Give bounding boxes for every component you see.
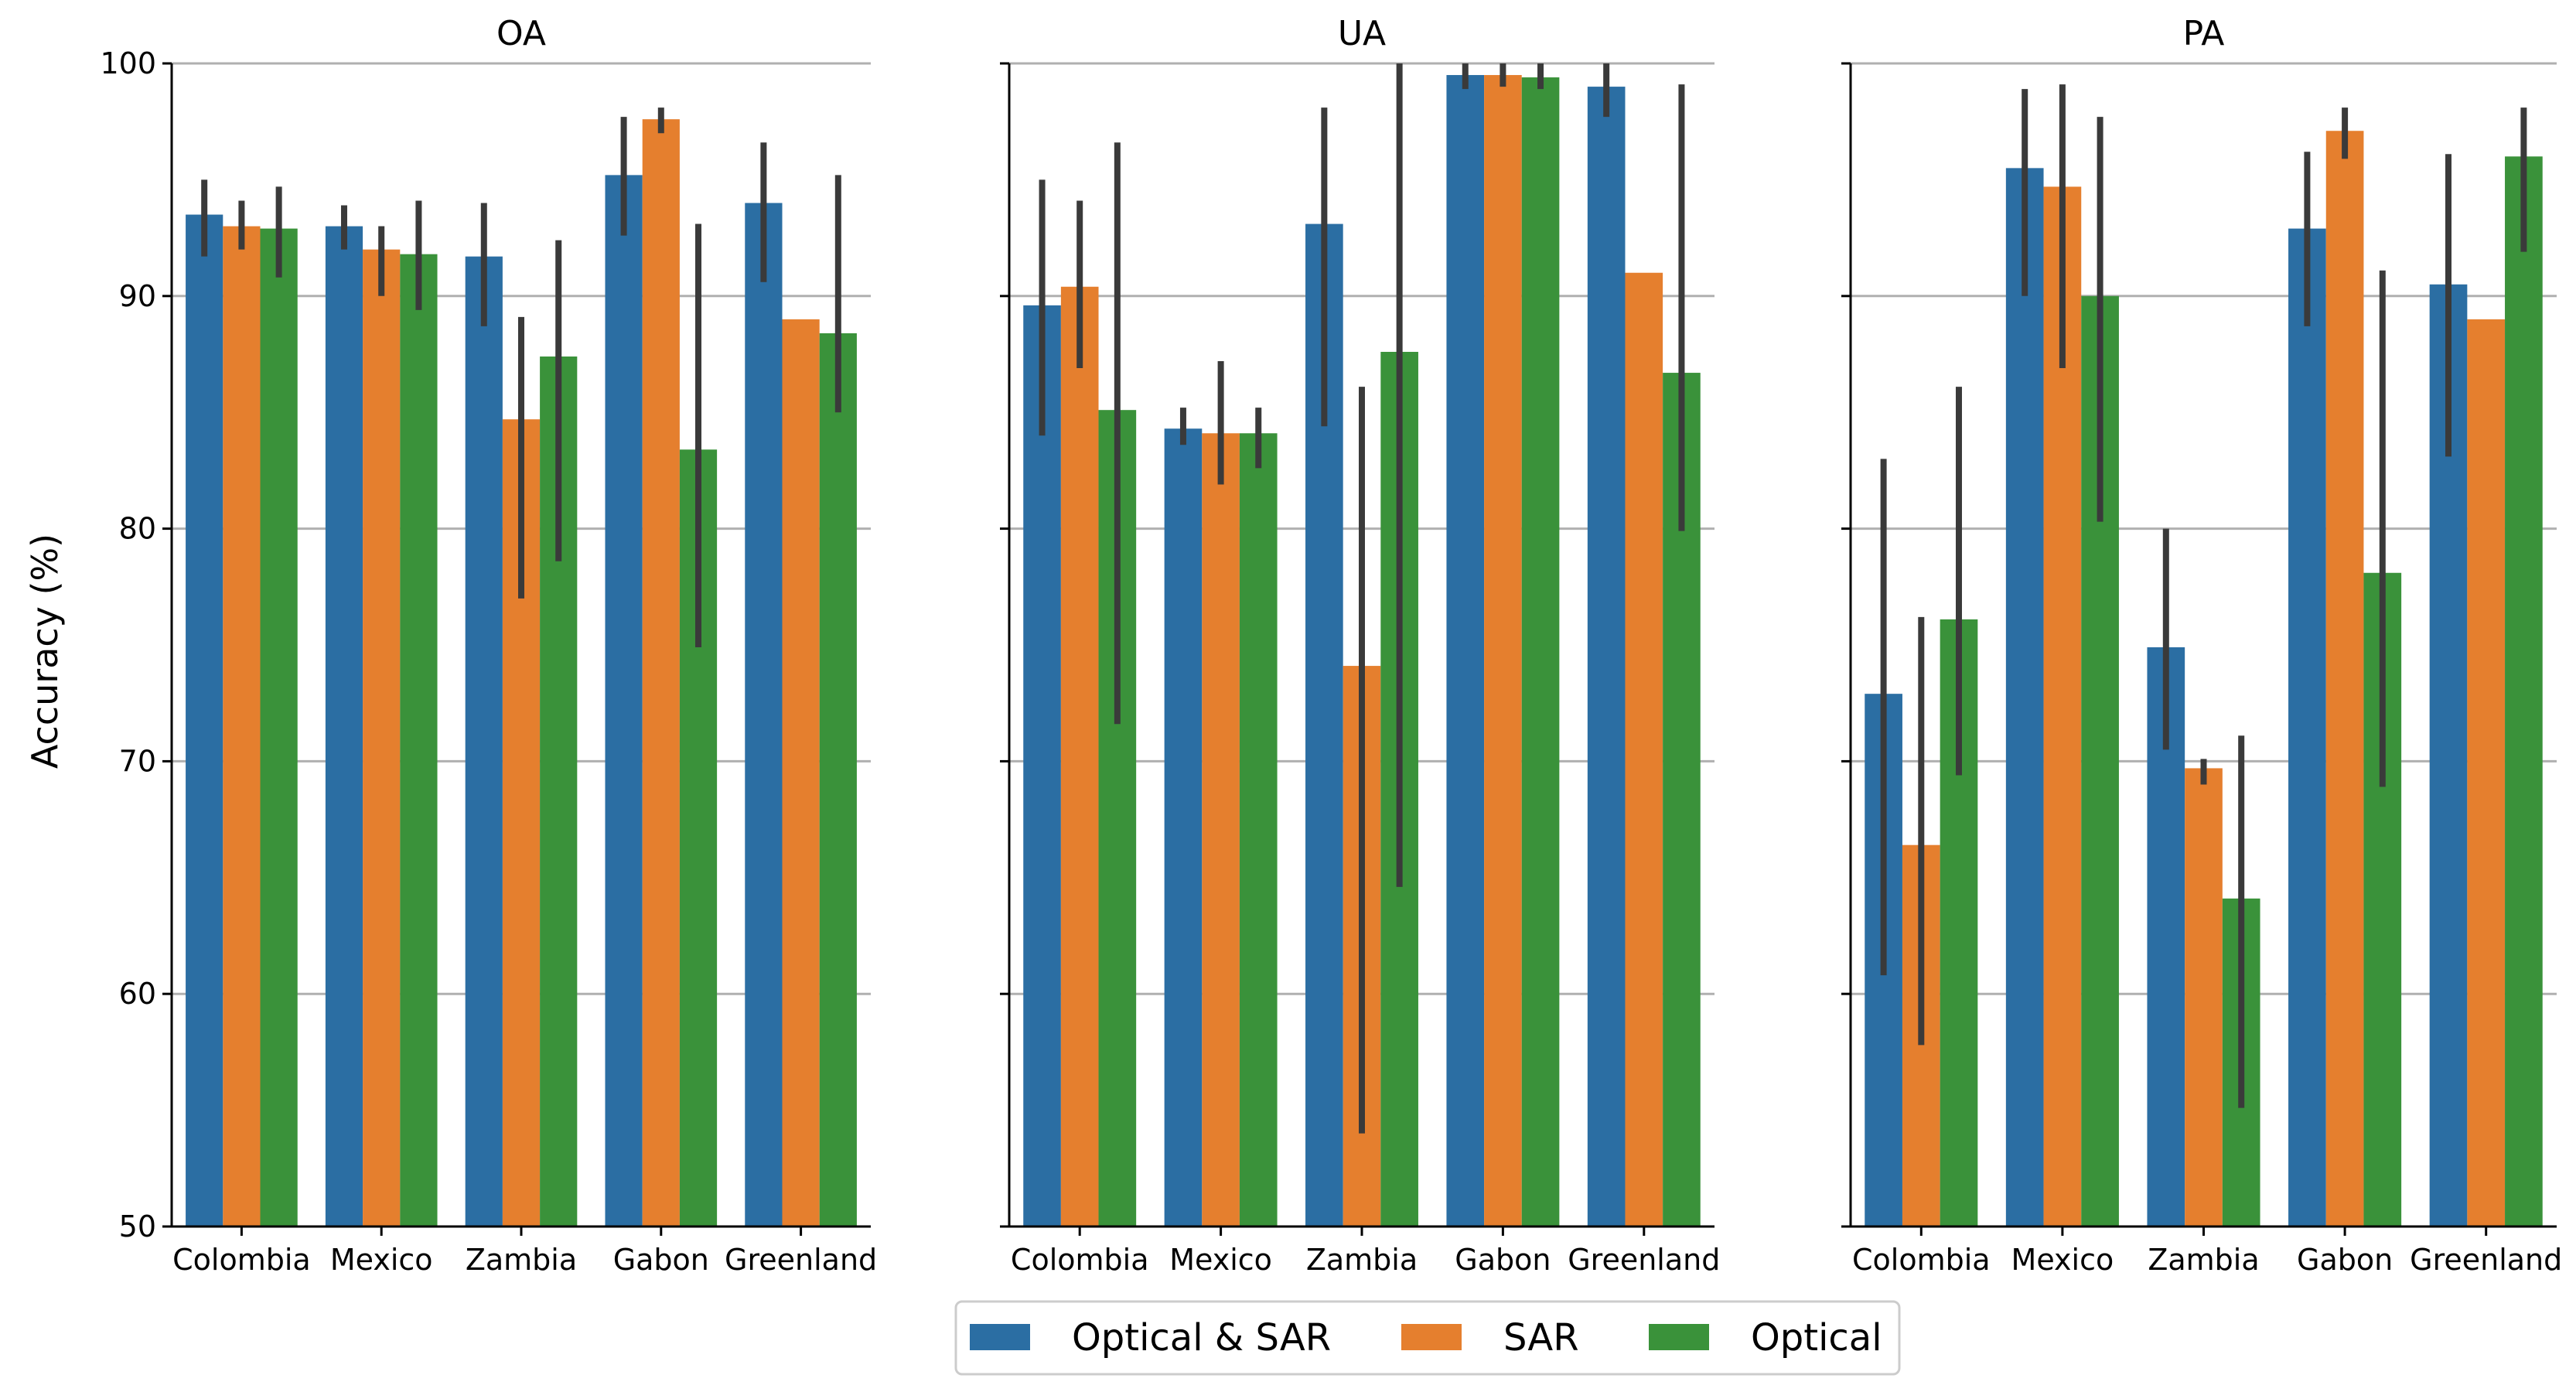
bar-mexico-optical-sar (325, 226, 363, 1227)
y-tick-label: 60 (119, 977, 156, 1011)
bar-greenland-optical (2505, 156, 2543, 1227)
bar-gabon-optical-sar (2288, 228, 2326, 1227)
panel-ua: Colombia Mexico Zambia Gabon Greenland UA (1000, 14, 1720, 1277)
bar-mexico-optical-sar (1164, 428, 1203, 1227)
bar-mexico-sar (363, 249, 401, 1227)
bar-greenland-sar (2467, 319, 2506, 1227)
legend-label: Optical & SAR (1072, 1316, 1331, 1360)
bar-colombia-optical (260, 228, 298, 1227)
bar-colombia-optical-sar (1023, 305, 1061, 1227)
x-tick-label-greenland: Greenland (725, 1243, 877, 1277)
y-tick-label: 90 (119, 279, 156, 313)
x-tick-label-mexico: Mexico (2011, 1243, 2114, 1277)
error-bars (1039, 63, 1685, 1134)
y-tick-label: 70 (119, 744, 156, 778)
x-tick-label-greenland: Greenland (1568, 1243, 1720, 1277)
bar-zambia-optical-sar (465, 256, 503, 1227)
bar-colombia-optical-sar (186, 214, 223, 1227)
bar-gabon-optical-sar (605, 175, 643, 1227)
panel-title: OA (496, 14, 546, 53)
bar-mexico-optical (1239, 433, 1278, 1227)
x-tick-label-gabon: Gabon (1455, 1243, 1551, 1277)
x-tick-label-colombia: Colombia (1011, 1243, 1149, 1277)
x-tick-label-gabon: Gabon (613, 1243, 709, 1277)
y-tick-label: 100 (100, 46, 156, 80)
bar-greenland-sar (1625, 272, 1663, 1227)
bar-greenland-optical-sar (745, 203, 783, 1227)
error-bars (201, 107, 841, 648)
bar-greenland-sar (782, 319, 820, 1227)
x-tick-label-mexico: Mexico (330, 1243, 433, 1277)
legend-swatch (970, 1324, 1030, 1350)
legend-swatch (1649, 1324, 1709, 1350)
x-tick-label-gabon: Gabon (2297, 1243, 2393, 1277)
bar-mexico-optical-sar (2005, 168, 2044, 1227)
y-axis-label: Accuracy (%) (24, 534, 66, 769)
x-tick-label-greenland: Greenland (2410, 1243, 2562, 1277)
legend-label: SAR (1503, 1316, 1579, 1360)
bar-colombia-sar (223, 226, 261, 1227)
bar-gabon-sar (642, 119, 680, 1227)
legend-swatch (1401, 1324, 1462, 1350)
bar-colombia-sar (1060, 286, 1099, 1227)
bar-gabon-sar (2325, 131, 2364, 1227)
panel-title: UA (1338, 14, 1386, 53)
error-bars (1880, 84, 2527, 1108)
legend: Optical & SAR SAR Optical (954, 1300, 1901, 1376)
y-tick-label: 50 (119, 1209, 156, 1244)
chart-panels: 50 60 70 80 90 100 Colombia Mexico Zambia Gabon Gr… (100, 14, 2562, 1277)
bar-gabon-optical-sar (1446, 75, 1485, 1227)
bars (186, 119, 857, 1227)
bar-mexico-sar (1202, 433, 1240, 1227)
x-tick-label-colombia: Colombia (1852, 1243, 1991, 1277)
bar-mexico-optical (400, 254, 438, 1227)
legend-label: Optical (1751, 1316, 1882, 1360)
bar-zambia-sar (2185, 768, 2223, 1227)
y-tick-label: 80 (119, 512, 156, 546)
panel-oa: 50 60 70 80 90 100 Colombia Mexico Zambia Gabon Gr… (100, 14, 877, 1277)
bar-gabon-optical (1521, 77, 1560, 1227)
x-tick-label-zambia: Zambia (1306, 1243, 1418, 1277)
x-tick-label-colombia: Colombia (172, 1243, 311, 1277)
panel-title: PA (2183, 14, 2225, 53)
bar-greenland-optical-sar (1587, 87, 1626, 1227)
bar-gabon-sar (1484, 75, 1522, 1227)
x-tick-label-zambia: Zambia (466, 1243, 577, 1277)
x-tick-label-mexico: Mexico (1169, 1243, 1272, 1277)
x-tick-label-zambia: Zambia (2148, 1243, 2259, 1277)
panel-pa: Colombia Mexico Zambia Gabon Greenland PA (1841, 14, 2562, 1277)
bar-greenland-optical (819, 333, 857, 1227)
